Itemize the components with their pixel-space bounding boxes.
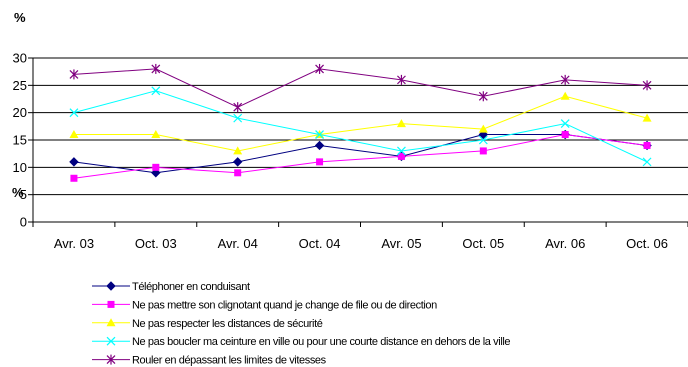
data-point-3-1 <box>151 86 161 96</box>
axes <box>28 57 688 227</box>
x-tick-label-3: Oct. 04 <box>299 236 341 251</box>
data-point-1-1 <box>152 163 160 171</box>
data-point-4-7 <box>642 80 652 91</box>
data-point-3-3 <box>315 130 324 139</box>
data-point-4-3 <box>315 63 324 74</box>
data-point-4-5 <box>478 91 488 102</box>
y-tick-label-30: 30 <box>13 51 27 66</box>
legend-marker-2 <box>106 318 116 327</box>
y-tick-label-5: 5 <box>20 187 27 202</box>
legend-entry-2: Ne pas respecter les distances de sécuri… <box>92 318 323 330</box>
legend-label-1: Ne pas mettre son clignotant quand je ch… <box>132 299 437 311</box>
legend-entry-4: Rouler en dépassant les limites de vites… <box>92 354 327 367</box>
data-point-2-7 <box>642 113 652 122</box>
x-tick-label-7: Oct. 06 <box>626 236 668 251</box>
series-line-3 <box>73 90 648 163</box>
series-line-2 <box>73 95 648 152</box>
series-1 <box>70 131 651 182</box>
x-tick-label-1: Oct. 03 <box>135 236 177 251</box>
series-4 <box>69 63 652 113</box>
x-tick-label-4: Avr. 05 <box>381 236 421 251</box>
data-point-1-4 <box>397 152 405 160</box>
y-axis-unit-label: % <box>12 185 24 200</box>
series-line-1 <box>73 134 648 179</box>
legend-entry-1: Ne pas mettre son clignotant quand je ch… <box>92 299 438 311</box>
legend-marker-3 <box>106 336 116 346</box>
data-point-2-0 <box>69 130 79 139</box>
y-tick-label-20: 20 <box>13 105 27 120</box>
data-point-2-1 <box>151 130 161 139</box>
legend-marker-0 <box>106 281 116 291</box>
legend: Téléphoner en conduisant Ne pas mettre so… <box>92 281 511 367</box>
legend-label-3: Ne pas boucler ma ceinture en ville ou p… <box>132 336 510 348</box>
y-tick-label-10: 10 <box>13 160 27 175</box>
data-point-3-5 <box>478 135 488 145</box>
y-tick-label-0: 0 <box>20 215 27 230</box>
data-point-3-2 <box>233 113 243 123</box>
data-point-3-6 <box>560 119 570 129</box>
data-point-4-4 <box>397 74 406 85</box>
data-point-0-2 <box>232 157 243 167</box>
data-point-0-0 <box>69 157 79 167</box>
legend-label-4: Rouler en dépassant les limites de vites… <box>132 355 327 367</box>
data-point-2-2 <box>233 146 243 155</box>
data-point-2-5 <box>478 124 488 133</box>
data-point-1-2 <box>234 169 242 177</box>
y-tick-label-25: 25 <box>13 78 27 93</box>
legend-marker-1 <box>107 300 115 308</box>
data-point-1-5 <box>479 147 487 155</box>
data-point-0-3 <box>314 140 325 151</box>
x-tick-label-2: Avr. 04 <box>218 236 258 251</box>
gridlines <box>33 57 688 196</box>
legend-marker-4 <box>106 354 116 365</box>
data-point-1-0 <box>70 174 78 182</box>
data-point-3-4 <box>397 146 406 156</box>
data-point-2-4 <box>396 119 406 128</box>
series-group <box>69 63 652 182</box>
legend-entry-3: Ne pas boucler ma ceinture en ville ou p… <box>92 336 511 348</box>
data-point-4-0 <box>69 69 79 80</box>
series-line-0 <box>73 134 648 174</box>
y-tick-label-15: 15 <box>13 133 27 148</box>
x-tick-label-0: Avr. 03 <box>54 236 94 251</box>
series-line-4 <box>73 68 648 108</box>
data-point-1-3 <box>316 158 324 166</box>
data-point-3-7 <box>642 157 652 167</box>
data-point-4-2 <box>233 102 243 113</box>
legend-entry-0: Téléphoner en conduisant <box>92 281 250 293</box>
unit-label-top: % <box>14 10 26 25</box>
data-point-3-0 <box>69 108 79 118</box>
data-point-4-6 <box>560 74 570 85</box>
y-tick-labels: 0 5 10 15 20 25 30 <box>13 51 27 230</box>
series-3 <box>69 86 652 167</box>
legend-label-2: Ne pas respecter les distances de sécuri… <box>132 318 323 330</box>
data-point-4-1 <box>151 63 161 74</box>
data-point-2-6 <box>560 91 570 100</box>
x-tick-label-6: Avr. 06 <box>545 236 585 251</box>
x-tick-label-5: Oct. 05 <box>462 236 504 251</box>
x-tick-labels: Avr. 03 Oct. 03 Avr. 04 Oct. 04 Avr. 05 Oct. … <box>54 236 668 251</box>
data-point-1-7 <box>643 141 651 149</box>
data-point-1-6 <box>561 131 569 139</box>
legend-label-0: Téléphoner en conduisant <box>132 281 250 293</box>
